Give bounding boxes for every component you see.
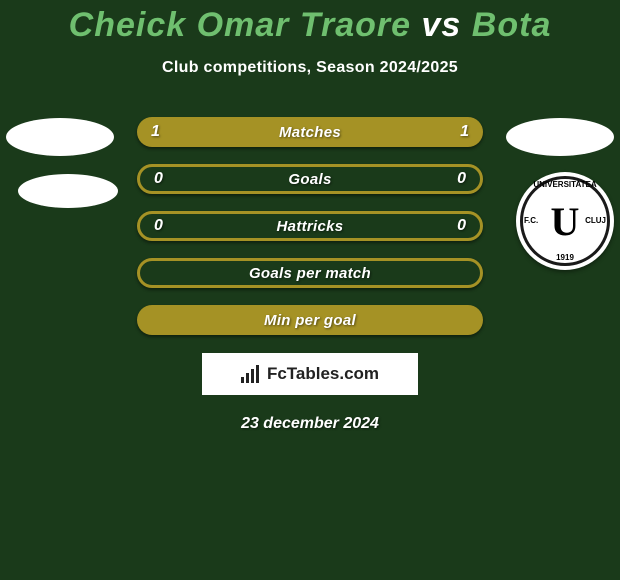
- stat-label: Min per goal: [137, 312, 483, 329]
- stat-row: 1Matches1: [137, 117, 483, 147]
- player2-avatar: [506, 118, 614, 156]
- stat-row: 0Goals0: [137, 164, 483, 194]
- badge-top-text: UNIVERSITATEA: [533, 180, 596, 189]
- comparison-title: Cheick Omar Traore vs Bota: [0, 0, 620, 45]
- player1-club-badge: [18, 174, 118, 208]
- fctables-logo: FcTables.com: [202, 353, 418, 395]
- date-text: 23 december 2024: [0, 415, 620, 433]
- subtitle: Club competitions, Season 2024/2025: [0, 59, 620, 77]
- player1-name: Cheick Omar Traore: [69, 6, 411, 44]
- player2-club-badge: UNIVERSITATEA F.C. CLUJ 1919 U: [516, 172, 614, 270]
- badge-year: 1919: [556, 253, 574, 262]
- player1-avatar: [6, 118, 114, 156]
- stat-label: Goals: [140, 171, 480, 188]
- badge-right-text: CLUJ: [585, 216, 606, 225]
- player2-name: Bota: [472, 6, 552, 44]
- vs-text: vs: [422, 6, 462, 44]
- stat-label: Goals per match: [140, 265, 480, 282]
- stat-label: Matches: [137, 124, 483, 141]
- chart-icon: [241, 365, 263, 383]
- stat-label: Hattricks: [140, 218, 480, 235]
- stat-row: Goals per match: [137, 258, 483, 288]
- stat-row: Min per goal: [137, 305, 483, 335]
- badge-left-text: F.C.: [524, 216, 538, 225]
- stat-row: 0Hattricks0: [137, 211, 483, 241]
- logo-text: FcTables.com: [267, 364, 379, 384]
